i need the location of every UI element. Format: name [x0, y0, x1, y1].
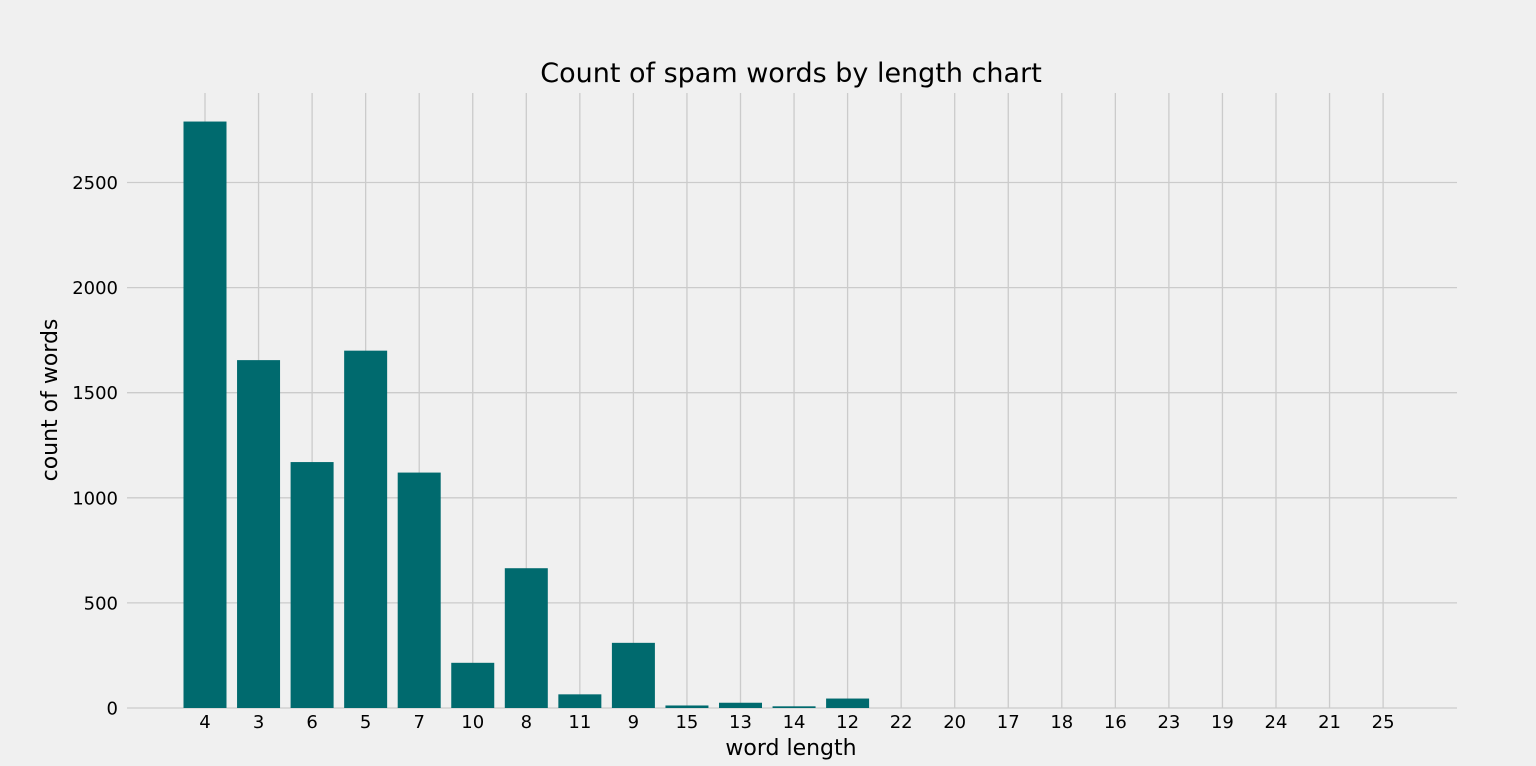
x-tick-label: 13 — [729, 712, 752, 733]
y-axis-title: count of words — [38, 319, 63, 482]
x-tick-label: 7 — [413, 712, 424, 733]
y-tick-label: 1500 — [72, 383, 118, 404]
x-tick-label: 10 — [461, 712, 484, 733]
bar-15 — [665, 705, 709, 708]
x-tick-label: 24 — [1265, 712, 1288, 733]
x-axis-title: word length — [725, 736, 856, 761]
x-tick-label: 9 — [628, 712, 639, 733]
bar-8 — [504, 568, 548, 708]
bar-11 — [558, 694, 602, 708]
x-tick-label: 25 — [1372, 712, 1395, 733]
x-tick-label: 5 — [360, 712, 371, 733]
bar-9 — [611, 642, 655, 708]
bar-14 — [772, 706, 816, 708]
x-tick-label: 4 — [199, 712, 210, 733]
x-tick-labels: 4 3 6 5 7 10 8 11 9 15 13 14 12 22 20 17 18 16 23 19 24 21 25 — [199, 712, 1394, 733]
x-tick-label: 16 — [1104, 712, 1127, 733]
x-tick-label: 19 — [1211, 712, 1234, 733]
x-tick-label: 14 — [783, 712, 806, 733]
bar-12 — [826, 698, 870, 708]
bar-5 — [344, 350, 388, 708]
bar-13 — [719, 702, 762, 708]
x-tick-label: 11 — [568, 712, 591, 733]
y-tick-label: 2500 — [72, 173, 118, 194]
bar-10 — [451, 662, 495, 708]
bar-7 — [397, 472, 441, 708]
bar-6 — [290, 462, 334, 708]
grid-lines — [127, 93, 1457, 709]
x-tick-label: 6 — [306, 712, 317, 733]
x-tick-label: 12 — [836, 712, 859, 733]
x-tick-label: 3 — [253, 712, 264, 733]
x-tick-label: 8 — [521, 712, 532, 733]
x-tick-label: 15 — [675, 712, 698, 733]
bars — [183, 121, 870, 709]
y-tick-label: 2000 — [72, 278, 118, 299]
x-tick-label: 20 — [943, 712, 966, 733]
y-tick-label: 1000 — [72, 488, 118, 509]
x-tick-label: 17 — [997, 712, 1020, 733]
y-tick-labels: 0 500 1000 1500 2000 2500 — [72, 173, 118, 720]
bar-4 — [183, 121, 227, 709]
chart-title: Count of spam words by length chart — [540, 58, 1042, 89]
y-tick-label: 500 — [84, 593, 118, 614]
x-tick-label: 21 — [1318, 712, 1341, 733]
y-tick-label: 0 — [107, 699, 118, 720]
bar-3 — [237, 360, 281, 708]
x-tick-label: 23 — [1157, 712, 1180, 733]
x-tick-label: 18 — [1050, 712, 1073, 733]
x-tick-label: 22 — [890, 712, 913, 733]
